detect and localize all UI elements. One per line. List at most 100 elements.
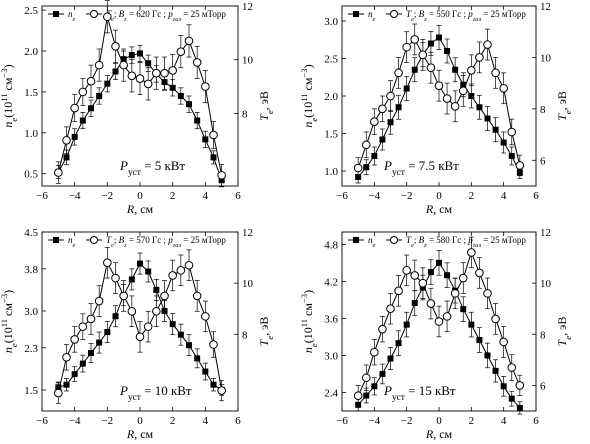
y-right-tick-label-part: 12 — [242, 227, 253, 239]
y-right-tick-label: 10 — [540, 278, 552, 290]
legend-ne-label-part: e — [73, 16, 76, 23]
y-left-axis-label-part: см — [301, 77, 315, 93]
y-left-axis-label-part: (10 — [301, 327, 315, 343]
x-tick-label: 2 — [170, 415, 176, 427]
x-axis-label: R, см — [425, 427, 453, 441]
data-point-square — [137, 50, 143, 57]
y-right-tick-label-part: 12 — [242, 1, 253, 13]
data-point-circle — [62, 136, 71, 145]
data-point-circle — [426, 299, 436, 308]
data-point-circle — [192, 291, 202, 301]
data-point-circle — [54, 168, 63, 177]
data-point-circle — [54, 388, 63, 398]
y-left-axis-label-part: −3 — [299, 294, 309, 303]
data-point-circle — [143, 79, 153, 89]
x-tick-label: −2 — [101, 415, 113, 427]
y-right-axis-label-part: e — [265, 110, 275, 114]
y-right-tick-label-part: 8 — [540, 104, 546, 116]
y-left-tick-label-part: 2.5 — [324, 54, 338, 66]
data-point-square — [500, 139, 507, 146]
data-point-circle — [515, 161, 525, 170]
data-point-circle — [386, 304, 395, 314]
legend-te-label-part: B — [419, 9, 425, 19]
data-point-square — [411, 299, 418, 306]
data-point-circle — [160, 68, 169, 78]
data-point-square — [128, 276, 135, 283]
legend-te-label-part: z — [123, 242, 127, 249]
data-point-square — [403, 321, 410, 328]
y-right-axis-label-part: T — [257, 338, 271, 346]
series-Te — [353, 236, 525, 407]
data-point-circle — [209, 340, 218, 349]
y-left-axis-label-part: e — [9, 118, 19, 122]
y-left-tick-label-part: 4.8 — [324, 239, 338, 251]
legend-te-label-part: p — [167, 235, 173, 245]
data-point-square — [379, 136, 386, 143]
data-point-circle — [491, 68, 500, 78]
legend-te-label-part: ; — [414, 9, 419, 19]
data-point-square — [186, 342, 192, 349]
y-left-axis-label: ne(1011 см−3) — [299, 290, 319, 353]
x-tick-label-part: −2 — [101, 190, 113, 202]
legend-te-label-part: e — [111, 242, 114, 249]
y-left-tick-label-part: 2.5 — [24, 5, 38, 17]
data-point-square — [71, 133, 78, 140]
data-point-circle — [442, 94, 452, 103]
legend-te-label-part: = 25 мТорр — [481, 9, 526, 19]
legend-te-label-part: B — [119, 9, 125, 19]
x-axis-label: R, см — [126, 427, 154, 441]
data-point-circle — [119, 291, 128, 301]
legend-te-label-part: = 25 мТорр — [181, 9, 226, 19]
legend-te-label-part: = 550 — [427, 9, 451, 19]
power-annotation-part: P — [383, 383, 392, 398]
power-annotation-part: уст — [392, 393, 405, 403]
y-left-axis-label-part: 11 — [0, 319, 9, 327]
y-left-tick-label-part: 1.0 — [24, 128, 38, 140]
series-Te — [54, 246, 226, 404]
y-left-tick-label: 2.3 — [24, 343, 38, 355]
data-point-square — [363, 164, 370, 171]
power-annotation-part: = 5 кВт — [141, 158, 186, 173]
y-right-tick-label-part: 6 — [540, 380, 546, 392]
data-point-circle — [418, 278, 428, 288]
x-tick-label: −4 — [368, 415, 380, 427]
y-left-tick-label: 3.6 — [324, 313, 338, 325]
legend-te-marker — [390, 236, 398, 244]
x-tick-label-part: −2 — [101, 415, 113, 427]
legend-te-label: Te; Bz = 570 Гс ; pгаз = 25 мТорр — [106, 235, 226, 249]
y-right-axis-label-part: T — [555, 338, 569, 346]
x-tick-label: −6 — [36, 190, 48, 202]
legend-ne-label-part: e — [373, 16, 376, 23]
x-tick-label-part: −4 — [368, 415, 380, 427]
legend-te-label-part: e — [411, 16, 414, 23]
x-axis-label-part: , см — [134, 427, 153, 441]
legend-te-label-part: Гс ; — [150, 9, 168, 19]
data-point-square — [436, 259, 442, 266]
data-point-square — [508, 395, 515, 402]
series-Te — [54, 0, 226, 187]
data-point-circle — [410, 271, 420, 280]
data-point-circle — [217, 386, 226, 395]
y-left-tick-label: 3.0 — [24, 306, 38, 318]
y-left-tick-label-part: 2.3 — [24, 343, 38, 355]
legend-te-marker — [390, 10, 398, 18]
power-annotation-part: P — [119, 158, 128, 173]
data-point-circle — [86, 314, 96, 324]
x-tick-label: 4 — [203, 415, 209, 427]
y-left-axis-label-part: −3 — [0, 294, 9, 303]
data-point-circle — [201, 312, 210, 321]
y-left-tick-label-part: 4.2 — [324, 276, 338, 288]
y-left-axis-label-part: ) — [1, 290, 15, 294]
legend-ne-label: ne — [368, 235, 376, 249]
y-right-tick-label: 8 — [540, 329, 546, 341]
x-tick-label-part: −2 — [401, 415, 413, 427]
data-point-square — [145, 268, 152, 275]
data-point-square — [484, 352, 491, 359]
y-right-tick-label-part: 10 — [540, 278, 552, 290]
data-point-circle — [78, 87, 88, 97]
y-right-tick-label-part: 12 — [540, 1, 551, 13]
legend-te-label-part: B — [119, 235, 125, 245]
data-point-circle — [103, 258, 112, 267]
x-tick-label: 6 — [533, 415, 539, 427]
